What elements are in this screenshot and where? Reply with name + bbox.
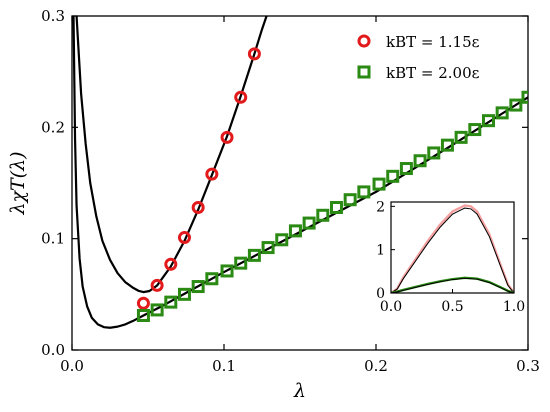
data-point-square — [468, 123, 482, 137]
data-point-square — [316, 208, 330, 222]
data-point-square — [386, 169, 400, 183]
data-point-square — [205, 272, 219, 286]
data-point-square — [261, 241, 275, 255]
data-point-square — [288, 224, 302, 238]
inset-x-tick-label: 0.0 — [380, 299, 402, 315]
data-point-square — [136, 308, 150, 322]
x-tick-label: 0.0 — [60, 357, 84, 375]
y-tick-label: 0.3 — [41, 7, 65, 25]
data-point-square — [220, 264, 234, 278]
data-point-square — [191, 280, 205, 294]
data-point-square — [329, 200, 343, 214]
y-tick-label: 0.1 — [41, 230, 65, 248]
fit-curve-2 — [72, 16, 528, 329]
data-point-square — [343, 193, 357, 207]
main-fit-curves — [72, 16, 528, 329]
data-point-square — [413, 154, 427, 168]
data-point-square — [164, 295, 178, 309]
inset-line-1 — [391, 204, 514, 293]
data-point-square — [454, 130, 468, 144]
x-tick-label: 0.3 — [516, 357, 540, 375]
data-point-square — [177, 287, 191, 301]
x-tick-label: 0.1 — [212, 357, 236, 375]
data-point-square — [275, 233, 289, 247]
data-point-square — [247, 248, 261, 262]
data-point-square — [521, 90, 528, 104]
data-point-circle — [191, 200, 205, 214]
data-point-circle — [150, 278, 164, 292]
data-point-square — [481, 114, 495, 128]
data-point-circle — [234, 90, 248, 104]
data-point-square — [427, 146, 441, 160]
data-point-square — [495, 106, 509, 120]
legend: kBT = 1.15ε kBT = 2.00ε — [357, 33, 480, 82]
data-point-circle — [247, 47, 261, 61]
legend-label-1: kBT = 1.15ε — [386, 33, 480, 51]
data-point-circle — [205, 167, 219, 181]
data-point-square — [302, 216, 316, 230]
data-point-square — [440, 138, 454, 152]
data-point-square — [372, 177, 386, 191]
data-point-square — [357, 185, 371, 199]
y-tick-label: 0.2 — [41, 118, 65, 136]
data-point-circle — [220, 130, 234, 144]
main-axis-ticks: 0.0 0.1 0.2 0.3 0.0 0.1 0.2 0.3 — [41, 7, 540, 375]
main-plot-frame — [71, 15, 529, 351]
legend-marker-red-circle — [357, 34, 371, 48]
x-axis-label: λ — [293, 380, 306, 402]
inset-x-tick-label: 0.5 — [441, 299, 463, 315]
inset-curves — [391, 204, 514, 293]
data-point-square — [150, 303, 164, 317]
data-point-square — [509, 98, 523, 112]
data-point-circle — [164, 257, 178, 271]
fit-curve-1 — [75, 16, 268, 294]
legend-marker-green-square — [357, 65, 371, 79]
data-point-circle — [136, 296, 150, 310]
main-data-markers — [136, 47, 528, 322]
data-point-square — [234, 256, 248, 270]
inset-x-tick-label: 1.0 — [503, 299, 525, 315]
data-point-square — [399, 162, 413, 176]
y-axis-label: λχT(λ) — [7, 151, 29, 215]
data-point-circle — [177, 231, 191, 245]
x-tick-label: 0.2 — [364, 357, 388, 375]
inset-line-2 — [391, 207, 514, 293]
inset-y-tick-label: 0 — [376, 286, 385, 302]
y-tick-label: 0.0 — [41, 341, 65, 359]
inset-line-4 — [391, 277, 514, 293]
inset-y-tick-label: 1 — [376, 243, 385, 259]
inset-axis-ticks: 0.0 0.5 1.0 0 1 2 — [376, 199, 525, 315]
legend-label-2: kBT = 2.00ε — [386, 64, 480, 82]
inset-y-tick-label: 2 — [376, 199, 385, 215]
